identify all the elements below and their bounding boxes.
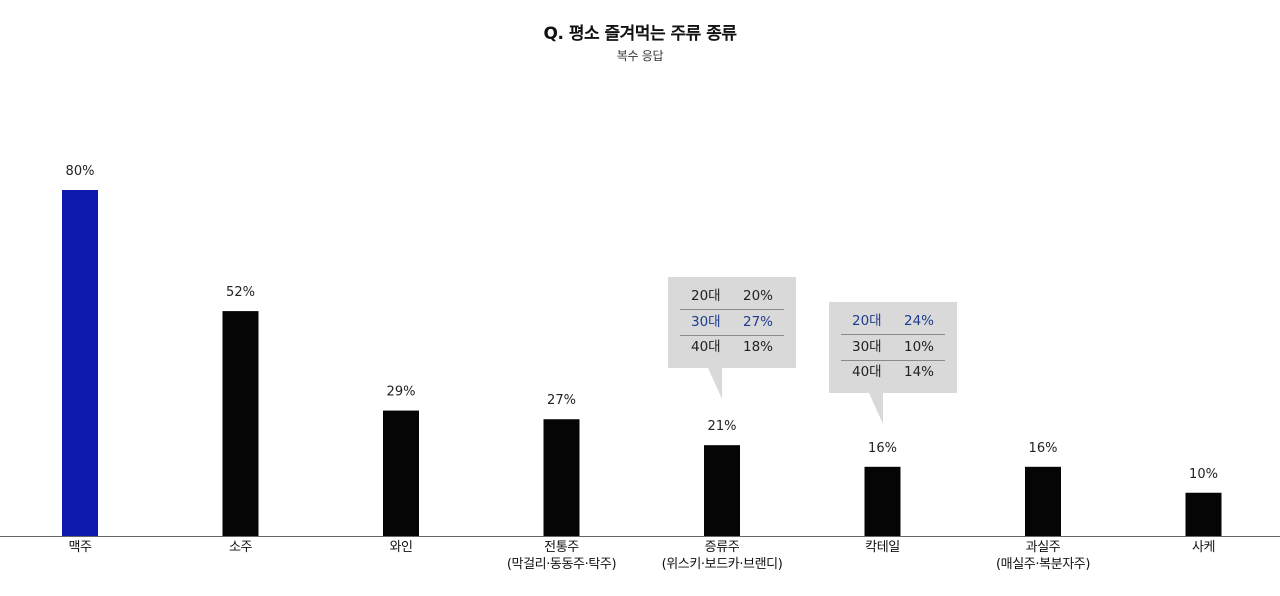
bar-5: [704, 445, 740, 536]
bar-4: [543, 419, 580, 536]
data-label-6: 16%: [868, 441, 897, 456]
category-label-line1: 와인: [389, 540, 413, 555]
category-label-line1: 과실주: [1025, 540, 1061, 555]
callout-separator: [680, 334, 784, 336]
callout-row: 40대 18%: [668, 335, 796, 360]
category-label-6: 칵테일: [793, 539, 973, 556]
callout-box-1: 20대 20% 30대 27% 40대 18%: [668, 277, 796, 368]
callout-age: 40대: [691, 339, 721, 355]
category-label-line2: (위스키·보드카·브랜디): [661, 557, 783, 572]
category-label-line2: (막걸리·동동주·탁주): [506, 557, 617, 572]
category-label-7: 과실주 (매실주·복분자주): [953, 539, 1133, 573]
category-label-line1: 칵테일: [865, 540, 900, 555]
callout-separator: [841, 334, 945, 335]
callout-value: 14%: [904, 364, 935, 380]
category-label-line1: 증류주: [704, 540, 740, 555]
callout-row: 30대 27%: [668, 310, 796, 335]
category-label-3: 와인: [311, 539, 491, 556]
category-label-line2: (매실주·복분자주): [996, 557, 1090, 572]
callout-value: 20%: [743, 288, 774, 304]
category-label-line1: 맥주: [68, 540, 92, 555]
bar-6: [864, 466, 901, 536]
category-label-8: 사케: [1114, 539, 1280, 556]
callout-value: 24%: [904, 313, 935, 329]
bar-3: [383, 410, 419, 536]
bar-7: [1025, 466, 1061, 536]
callout-tail-2: [869, 393, 883, 424]
category-label-1: 맥주: [0, 539, 170, 556]
data-label-5: 21%: [708, 419, 737, 434]
category-label-line1: 전통주: [544, 540, 579, 555]
callout-value: 18%: [743, 339, 774, 355]
data-label-8: 10%: [1189, 467, 1218, 482]
callout-row: 20대 24%: [829, 309, 957, 334]
callout-age: 40대: [852, 364, 882, 380]
callout-value: 10%: [904, 338, 935, 355]
bar-8: [1185, 492, 1222, 536]
callout-separator: [680, 309, 784, 310]
data-label-4: 27%: [547, 393, 576, 408]
callout-row: 40대 14%: [829, 360, 957, 385]
callout-age: 20대: [852, 313, 882, 329]
callout-box-2: 20대 24% 30대 10% 40대 14%: [829, 302, 957, 393]
callout-row: 20대 20%: [668, 284, 796, 309]
data-label-1: 80%: [66, 164, 95, 179]
chart-title: Q. 평소 즐겨먹는 주류 종류: [543, 24, 737, 44]
data-label-2: 52%: [226, 285, 255, 300]
category-label-4: 전통주 (막걸리·동동주·탁주): [472, 539, 652, 573]
callout-age: 30대: [691, 313, 721, 330]
category-label-line1: 소주: [228, 540, 253, 555]
bar-1: [62, 190, 98, 536]
data-label-3: 29%: [387, 385, 416, 400]
chart-subtitle: 복수 응답: [616, 49, 664, 63]
bar-2: [222, 311, 259, 536]
callout-age: 20대: [691, 288, 721, 304]
data-label-7: 16%: [1029, 441, 1058, 456]
callout-row: 30대 10%: [829, 335, 957, 360]
callout-tail-1: [708, 368, 722, 399]
category-label-line1: 사케: [1191, 540, 1216, 555]
callout-separator: [841, 359, 945, 361]
category-label-5: 증류주 (위스키·보드카·브랜디): [632, 539, 812, 573]
callout-value: 27%: [743, 313, 774, 330]
category-label-2: 소주: [151, 539, 331, 556]
callout-age: 30대: [852, 338, 882, 355]
